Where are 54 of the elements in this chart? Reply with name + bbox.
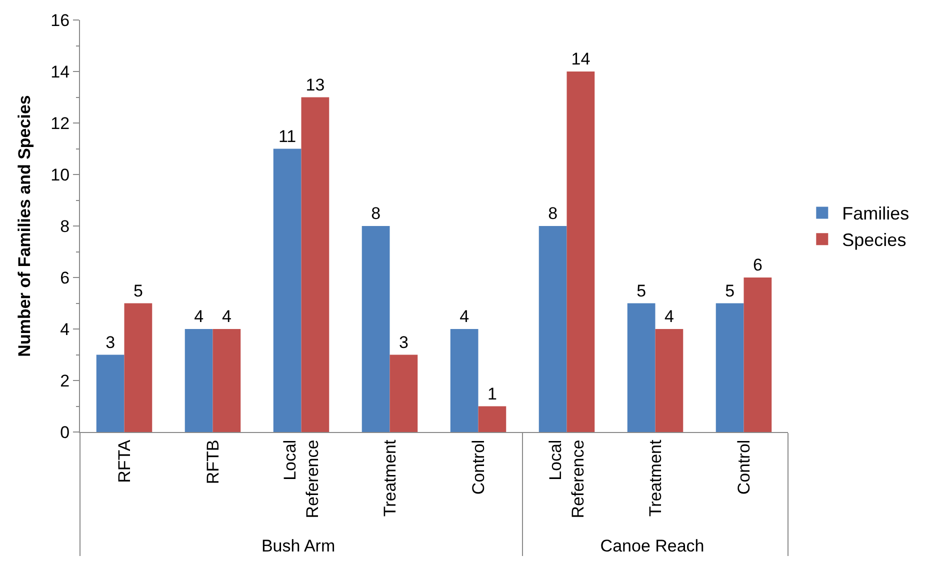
y-tick-label: 14	[50, 62, 70, 82]
category-label: Treatment	[646, 440, 665, 517]
bar	[744, 278, 772, 432]
data-label: 4	[222, 307, 232, 326]
category-label: RFTB	[203, 440, 222, 484]
bar	[566, 72, 595, 432]
data-label: 8	[371, 204, 381, 223]
data-label: 4	[194, 307, 204, 326]
y-tick-label: 12	[50, 114, 70, 133]
y-axis-title: Number of Families and Species	[15, 95, 34, 357]
bar	[96, 354, 124, 432]
legend-label: Species	[842, 230, 906, 250]
y-tick-label: 4	[60, 320, 70, 339]
legend-label: Families	[842, 204, 910, 224]
bar	[538, 226, 567, 432]
y-tick-label: 16	[50, 10, 70, 30]
bar	[655, 329, 684, 432]
bar	[212, 329, 241, 432]
data-label: 1	[487, 384, 497, 404]
data-label: 5	[636, 281, 646, 300]
category-label: Local Reference	[280, 440, 322, 518]
data-label: 5	[725, 281, 735, 300]
bar	[124, 303, 152, 432]
bar	[362, 226, 390, 432]
data-label: 13	[306, 75, 325, 94]
data-label: 11	[278, 126, 296, 146]
bar	[627, 303, 656, 432]
bar	[390, 354, 418, 432]
data-label: 4	[460, 307, 470, 326]
data-label: 3	[398, 332, 408, 352]
bar	[450, 329, 478, 432]
y-tick-label: 10	[50, 165, 70, 184]
bar	[716, 303, 744, 432]
category-label: Treatment	[380, 440, 400, 517]
bar	[301, 97, 330, 432]
y-tick-label: 0	[60, 422, 70, 442]
bar	[273, 148, 302, 432]
bar	[184, 329, 213, 432]
category-label: Bush Arm	[261, 536, 336, 556]
category-label: Canoe Reach	[600, 536, 704, 556]
data-label: 4	[664, 307, 674, 326]
category-label: Local Reference	[546, 440, 588, 518]
y-tick-label: 8	[60, 216, 70, 236]
data-label: 3	[106, 332, 116, 352]
category-label: Control	[734, 440, 754, 495]
data-label: 5	[133, 281, 143, 300]
data-label: 6	[752, 256, 762, 274]
category-label: Control	[468, 440, 488, 495]
data-label: 14	[571, 50, 590, 68]
y-tick-label: 2	[60, 371, 70, 390]
bar	[478, 406, 506, 432]
data-label: 8	[548, 204, 558, 223]
category-label: RFTA	[114, 440, 134, 483]
y-tick-label: 6	[60, 268, 70, 288]
